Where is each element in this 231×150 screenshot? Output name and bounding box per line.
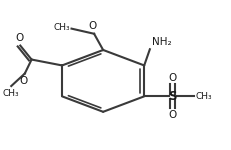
Text: O: O <box>168 73 176 83</box>
Text: CH₃: CH₃ <box>54 23 70 32</box>
Text: CH₃: CH₃ <box>195 92 212 100</box>
Text: O: O <box>89 21 97 31</box>
Text: NH₂: NH₂ <box>152 37 172 47</box>
Text: CH₃: CH₃ <box>3 89 20 98</box>
Text: O: O <box>168 110 176 120</box>
Text: S: S <box>168 90 177 103</box>
Text: O: O <box>20 76 28 86</box>
Text: O: O <box>15 33 23 43</box>
